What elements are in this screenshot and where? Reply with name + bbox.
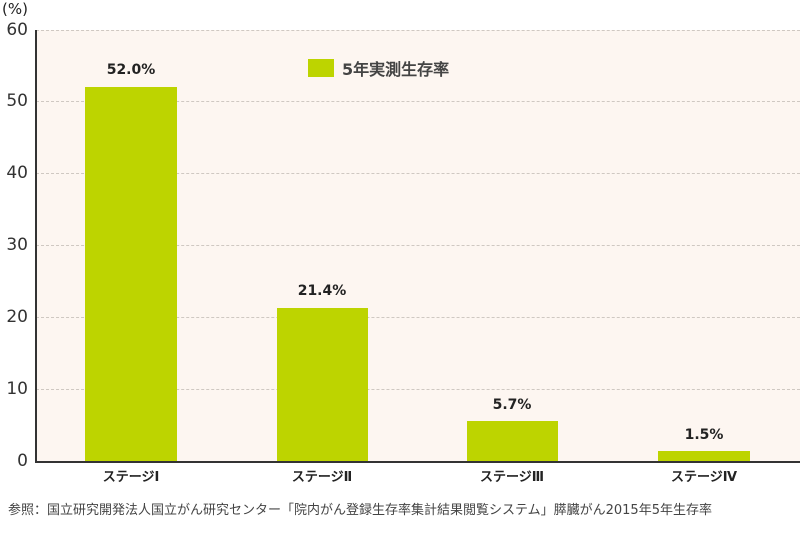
x-label-stage-1: ステージⅠ bbox=[102, 470, 160, 485]
gridline-40 bbox=[36, 173, 800, 174]
bar-stage-3 bbox=[467, 421, 558, 462]
gridline-10 bbox=[36, 389, 800, 390]
bar-stage-2 bbox=[277, 308, 368, 462]
bar-stage-1 bbox=[85, 87, 177, 462]
legend-swatch bbox=[308, 59, 334, 77]
data-label-stage-4: 1.5% bbox=[684, 427, 724, 443]
data-label-stage-2: 21.4% bbox=[297, 283, 347, 299]
gridline-30 bbox=[36, 245, 800, 246]
y-tick-50: 50 bbox=[6, 91, 28, 111]
y-tick-30: 30 bbox=[6, 235, 28, 255]
y-axis-line bbox=[35, 30, 37, 463]
source-caption: 参照：国立研究開発法人国立がん研究センター「院内がん登録生存率集計結果閲覧システ… bbox=[8, 503, 712, 518]
gridline-50 bbox=[36, 101, 800, 102]
x-label-stage-3: ステージⅢ bbox=[479, 470, 545, 485]
bar-stage-4 bbox=[658, 451, 750, 462]
gridline-20 bbox=[36, 317, 800, 318]
x-label-stage-4: ステージⅣ bbox=[670, 470, 738, 485]
data-label-stage-3: 5.7% bbox=[492, 397, 532, 413]
y-axis-unit-label: (%) bbox=[2, 0, 28, 18]
legend-label: 5年実測生存率 bbox=[342, 60, 450, 79]
y-tick-20: 20 bbox=[6, 307, 28, 327]
y-tick-10: 10 bbox=[6, 379, 28, 399]
gridline-60 bbox=[36, 30, 800, 31]
y-tick-60: 60 bbox=[6, 20, 28, 40]
x-label-stage-2: ステージⅡ bbox=[291, 470, 353, 485]
data-label-stage-1: 52.0% bbox=[106, 62, 156, 78]
y-tick-40: 40 bbox=[6, 163, 28, 183]
y-tick-0: 0 bbox=[17, 451, 28, 471]
x-axis-line bbox=[35, 461, 800, 463]
chart-legend: 5年実測生存率 bbox=[308, 56, 449, 80]
